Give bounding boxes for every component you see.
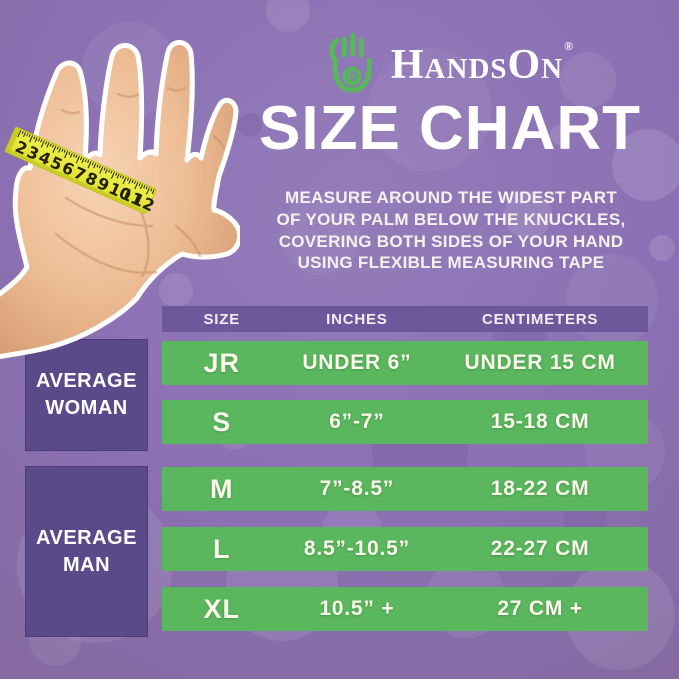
- centimeters-cell: 22-27 CM: [490, 537, 590, 560]
- bubble: [280, 195, 360, 275]
- bubble: [504, 191, 552, 239]
- group-label-line: MAN: [62, 553, 111, 576]
- table-row-xl: XL 10.5” + 27 CM +: [162, 587, 648, 631]
- handson-logo-icon: [329, 32, 372, 93]
- bubble: [612, 129, 679, 201]
- inches-cell: 6”-7”: [329, 410, 385, 433]
- column-header-size: SIZE: [203, 310, 241, 328]
- brand-header: HandsOn®: [225, 30, 675, 96]
- group-label-line: AVERAGE: [36, 526, 137, 549]
- brand-name: HandsOn®: [390, 39, 575, 88]
- bubble: [159, 273, 193, 307]
- centimeters-cell: 15-18 CM: [490, 410, 590, 433]
- centimeters-cell: 27 CM +: [497, 597, 583, 620]
- table-row-l: L 8.5”-10.5” 22-27 CM: [162, 527, 648, 571]
- measuring-instructions: MEASURE AROUND THE WIDEST PART OF YOUR P…: [225, 187, 677, 274]
- column-header-inches: INCHES: [326, 310, 388, 328]
- inches-cell: 8.5”-10.5”: [303, 537, 410, 560]
- size-cell: XL: [203, 593, 241, 624]
- bubble: [560, 52, 616, 108]
- group-label-line: AVERAGE: [36, 370, 137, 392]
- bubble: [649, 235, 675, 261]
- tape-end: [4, 126, 21, 154]
- table-row-jr: JR UNDER 6” UNDER 15 CM: [162, 341, 648, 385]
- instruction-line: OF YOUR PALM BELOW THE KNUCKLES,: [276, 209, 626, 229]
- bubble: [238, 113, 262, 137]
- instruction-line: COVERING BOTH SIDES OF YOUR HAND: [278, 231, 624, 251]
- bubble: [368, 48, 492, 172]
- centimeters-cell: UNDER 15 CM: [464, 351, 616, 374]
- table-row-s: S 6”-7” 15-18 CM: [162, 400, 648, 444]
- inches-cell: 10.5” +: [319, 597, 395, 620]
- size-cell: M: [210, 473, 234, 504]
- size-cell: S: [212, 406, 232, 437]
- inches-cell: 7”-8.5”: [319, 477, 395, 500]
- hand-creases: [54, 86, 226, 278]
- bubble: [266, 0, 310, 32]
- group-label-average-woman: AVERAGE WOMAN: [25, 339, 148, 451]
- size-cell: JR: [203, 347, 241, 378]
- bubble: [550, 125, 570, 145]
- instruction-line: USING FLEXIBLE MEASURING TAPE: [297, 253, 605, 273]
- table-row-m: M 7”-8.5” 18-22 CM: [162, 467, 648, 511]
- size-cell: L: [213, 533, 231, 564]
- page-title: SIZE CHART: [259, 94, 641, 163]
- group-label-line: WOMAN: [45, 397, 128, 419]
- tape-ticks: [17, 129, 155, 195]
- instruction-line: MEASURE AROUND THE WIDEST PART: [285, 188, 617, 207]
- column-header-centimeters: CENTIMETERS: [481, 310, 599, 328]
- centimeters-cell: 18-22 CM: [490, 477, 590, 500]
- inches-cell: UNDER 6”: [302, 351, 412, 374]
- group-label-average-man: AVERAGE MAN: [25, 466, 148, 637]
- table-header-row: SIZE INCHES CENTIMETERS: [162, 306, 648, 332]
- registered-mark: ®: [564, 39, 575, 53]
